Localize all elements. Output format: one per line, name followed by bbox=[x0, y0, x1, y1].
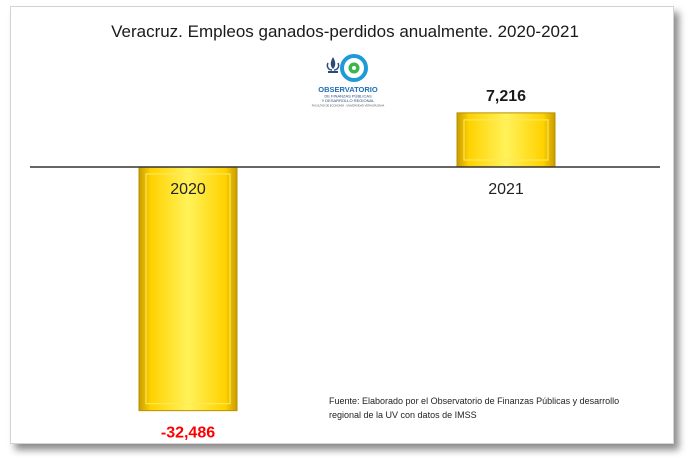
source-note-line1: Fuente: Elaborado por el Observatorio de… bbox=[329, 396, 619, 406]
chart-title: Veracruz. Empleos ganados-perdidos anual… bbox=[111, 22, 579, 41]
logo-name: OBSERVATORIO bbox=[318, 85, 378, 94]
logo-line2: Y DESARROLLO REGIONAL bbox=[322, 98, 376, 103]
eye-icon bbox=[340, 54, 368, 82]
source-note-line2: regional de la UV con datos de IMSS bbox=[329, 410, 477, 420]
chart-frame bbox=[10, 6, 674, 444]
logo-line3: FACULTAD DE ECONOMÍA · UNIVERSIDAD VERAC… bbox=[312, 104, 385, 108]
bar-2020 bbox=[138, 166, 238, 412]
value-label-2020: -32,486 bbox=[161, 425, 215, 442]
category-label-2021: 2021 bbox=[488, 181, 524, 198]
value-label-2021: 7,216 bbox=[486, 88, 526, 105]
category-label-2020: 2020 bbox=[170, 181, 206, 198]
logo-line1: DE FINANZAS PÚBLICAS bbox=[324, 94, 372, 99]
fleur-de-lis-icon bbox=[326, 57, 340, 73]
observatorio-logo: OBSERVATORIO DE FINANZAS PÚBLICAS Y DESA… bbox=[312, 54, 385, 108]
bars-layer bbox=[138, 112, 556, 412]
bar-2021 bbox=[456, 112, 556, 168]
labels-layer: 2020 -32,486 2021 7,216 bbox=[161, 88, 526, 442]
